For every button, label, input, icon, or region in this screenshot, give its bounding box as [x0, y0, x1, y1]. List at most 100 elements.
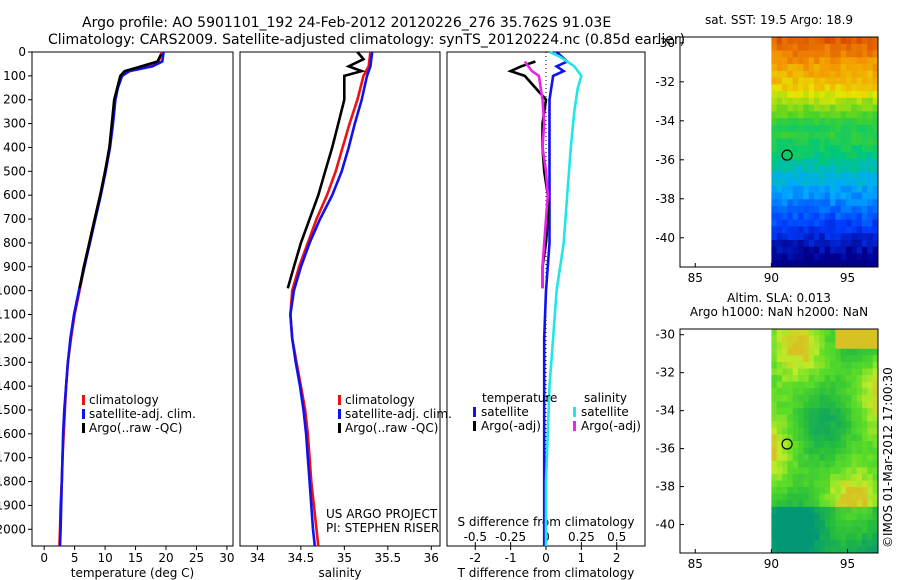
- heatmap-cell: [872, 506, 879, 514]
- heatmap-cell: [862, 539, 868, 547]
- heatmap-cell: [776, 434, 783, 442]
- heatmap-cell: [798, 460, 804, 468]
- heatmap-cell: [787, 506, 794, 514]
- heatmap-cell: [819, 335, 826, 343]
- heatmap-cell: [782, 145, 788, 153]
- heatmap-cell: [808, 454, 815, 462]
- heatmap-cell: [824, 329, 831, 336]
- heatmap-cell: [867, 239, 874, 248]
- heatmap-cell: [872, 539, 879, 547]
- heatmap-cell: [776, 226, 783, 234]
- heatmap-cell: [814, 441, 820, 448]
- heatmap-cell: [824, 70, 831, 78]
- heatmap-cell: [819, 104, 826, 112]
- heatmap-cell: [814, 460, 820, 468]
- heatmap-cell: [787, 401, 794, 409]
- heatmap-cell: [792, 219, 799, 227]
- heatmap-cell: [776, 394, 783, 402]
- heatmap-cell: [792, 172, 799, 180]
- heatmap-cell: [824, 368, 831, 376]
- heatmap-cell: [776, 335, 783, 343]
- heatmap-cell: [803, 77, 810, 85]
- heatmap-cell: [814, 414, 820, 422]
- heatmap-cell: [798, 57, 804, 65]
- heatmap-cell: [808, 185, 815, 193]
- heatmap-cell: [851, 84, 858, 92]
- argo-location-marker: [781, 438, 793, 450]
- heatmap-cell: [819, 427, 826, 435]
- heatmap-cell: [771, 447, 778, 455]
- heatmap-cell: [782, 64, 788, 72]
- heatmap-cell: [846, 84, 852, 92]
- heatmap-cell: [782, 118, 788, 126]
- legend-swatch: [473, 421, 476, 431]
- heatmap-cell: [782, 152, 788, 160]
- heatmap-cell: [776, 375, 783, 383]
- heatmap-cell: [835, 185, 842, 193]
- heatmap-cell: [814, 199, 820, 207]
- heatmap-cell: [851, 91, 858, 99]
- heatmap-cell: [787, 408, 794, 416]
- heatmap-cell: [824, 394, 831, 402]
- y-tick-label: 1500: [0, 403, 26, 417]
- heatmap-cell: [862, 467, 868, 475]
- heatmap-cell: [787, 480, 794, 488]
- heatmap-cell: [872, 361, 879, 369]
- heatmap-cell: [846, 408, 852, 416]
- heatmap-cell: [846, 219, 852, 227]
- heatmap-cell: [798, 145, 804, 153]
- legend-entry: Argo(-adj): [481, 419, 541, 433]
- x-tick-label: 85: [688, 557, 703, 571]
- heatmap-cell: [867, 124, 874, 133]
- heatmap-cell: [851, 212, 858, 221]
- heatmap-cell: [808, 421, 815, 429]
- heatmap-cell: [803, 454, 810, 462]
- heatmap-cell: [840, 104, 847, 112]
- heatmap-cell: [803, 84, 810, 92]
- heatmap-cell: [867, 342, 874, 350]
- heatmap-cell: [851, 179, 858, 187]
- heatmap-cell: [776, 172, 783, 180]
- heatmap-cell: [782, 179, 788, 187]
- x-tick-label: 90: [764, 271, 779, 285]
- heatmap-cell: [824, 441, 831, 448]
- heatmap-cell: [819, 460, 826, 468]
- heatmap-cell: [862, 118, 868, 126]
- x-tick-label: 5: [71, 551, 79, 565]
- heatmap-cell: [835, 480, 842, 488]
- heatmap-cell: [824, 152, 831, 160]
- heatmap-cell: [856, 84, 863, 92]
- heatmap-cell: [830, 138, 836, 146]
- heatmap-cell: [862, 239, 868, 248]
- heatmap-cell: [830, 473, 836, 481]
- heatmap-cell: [846, 533, 852, 541]
- heatmap-cell: [798, 206, 804, 214]
- heatmap-cell: [819, 375, 826, 383]
- heatmap-cell: [856, 138, 863, 146]
- heatmap-cell: [803, 355, 810, 363]
- heatmap-cell: [830, 239, 836, 248]
- heatmap-cell: [792, 467, 799, 475]
- heatmap-cell: [792, 260, 799, 268]
- heatmap-cell: [824, 546, 831, 554]
- heatmap-cell: [824, 253, 831, 261]
- heatmap-cell: [824, 145, 831, 153]
- heatmap-cell: [840, 388, 847, 396]
- heatmap-cell: [776, 206, 783, 214]
- x-tick-label: 2: [613, 551, 621, 565]
- legend-entry: Argo(..raw -QC): [89, 421, 182, 435]
- heatmap-cell: [782, 37, 788, 45]
- heatmap-cell: [792, 192, 799, 200]
- heatmap-cell: [851, 493, 858, 501]
- heatmap-cell: [846, 97, 852, 106]
- heatmap-cell: [808, 37, 815, 45]
- heatmap-cell: [798, 172, 804, 180]
- heatmap-cell: [835, 172, 842, 180]
- heatmap-cell: [814, 57, 820, 65]
- heatmap-cell: [771, 427, 778, 435]
- heatmap-cell: [840, 454, 847, 462]
- heatmap-cell: [819, 361, 826, 369]
- heatmap-cell: [803, 233, 810, 241]
- heatmap-cell: [851, 546, 858, 554]
- heatmap-cell: [814, 172, 820, 180]
